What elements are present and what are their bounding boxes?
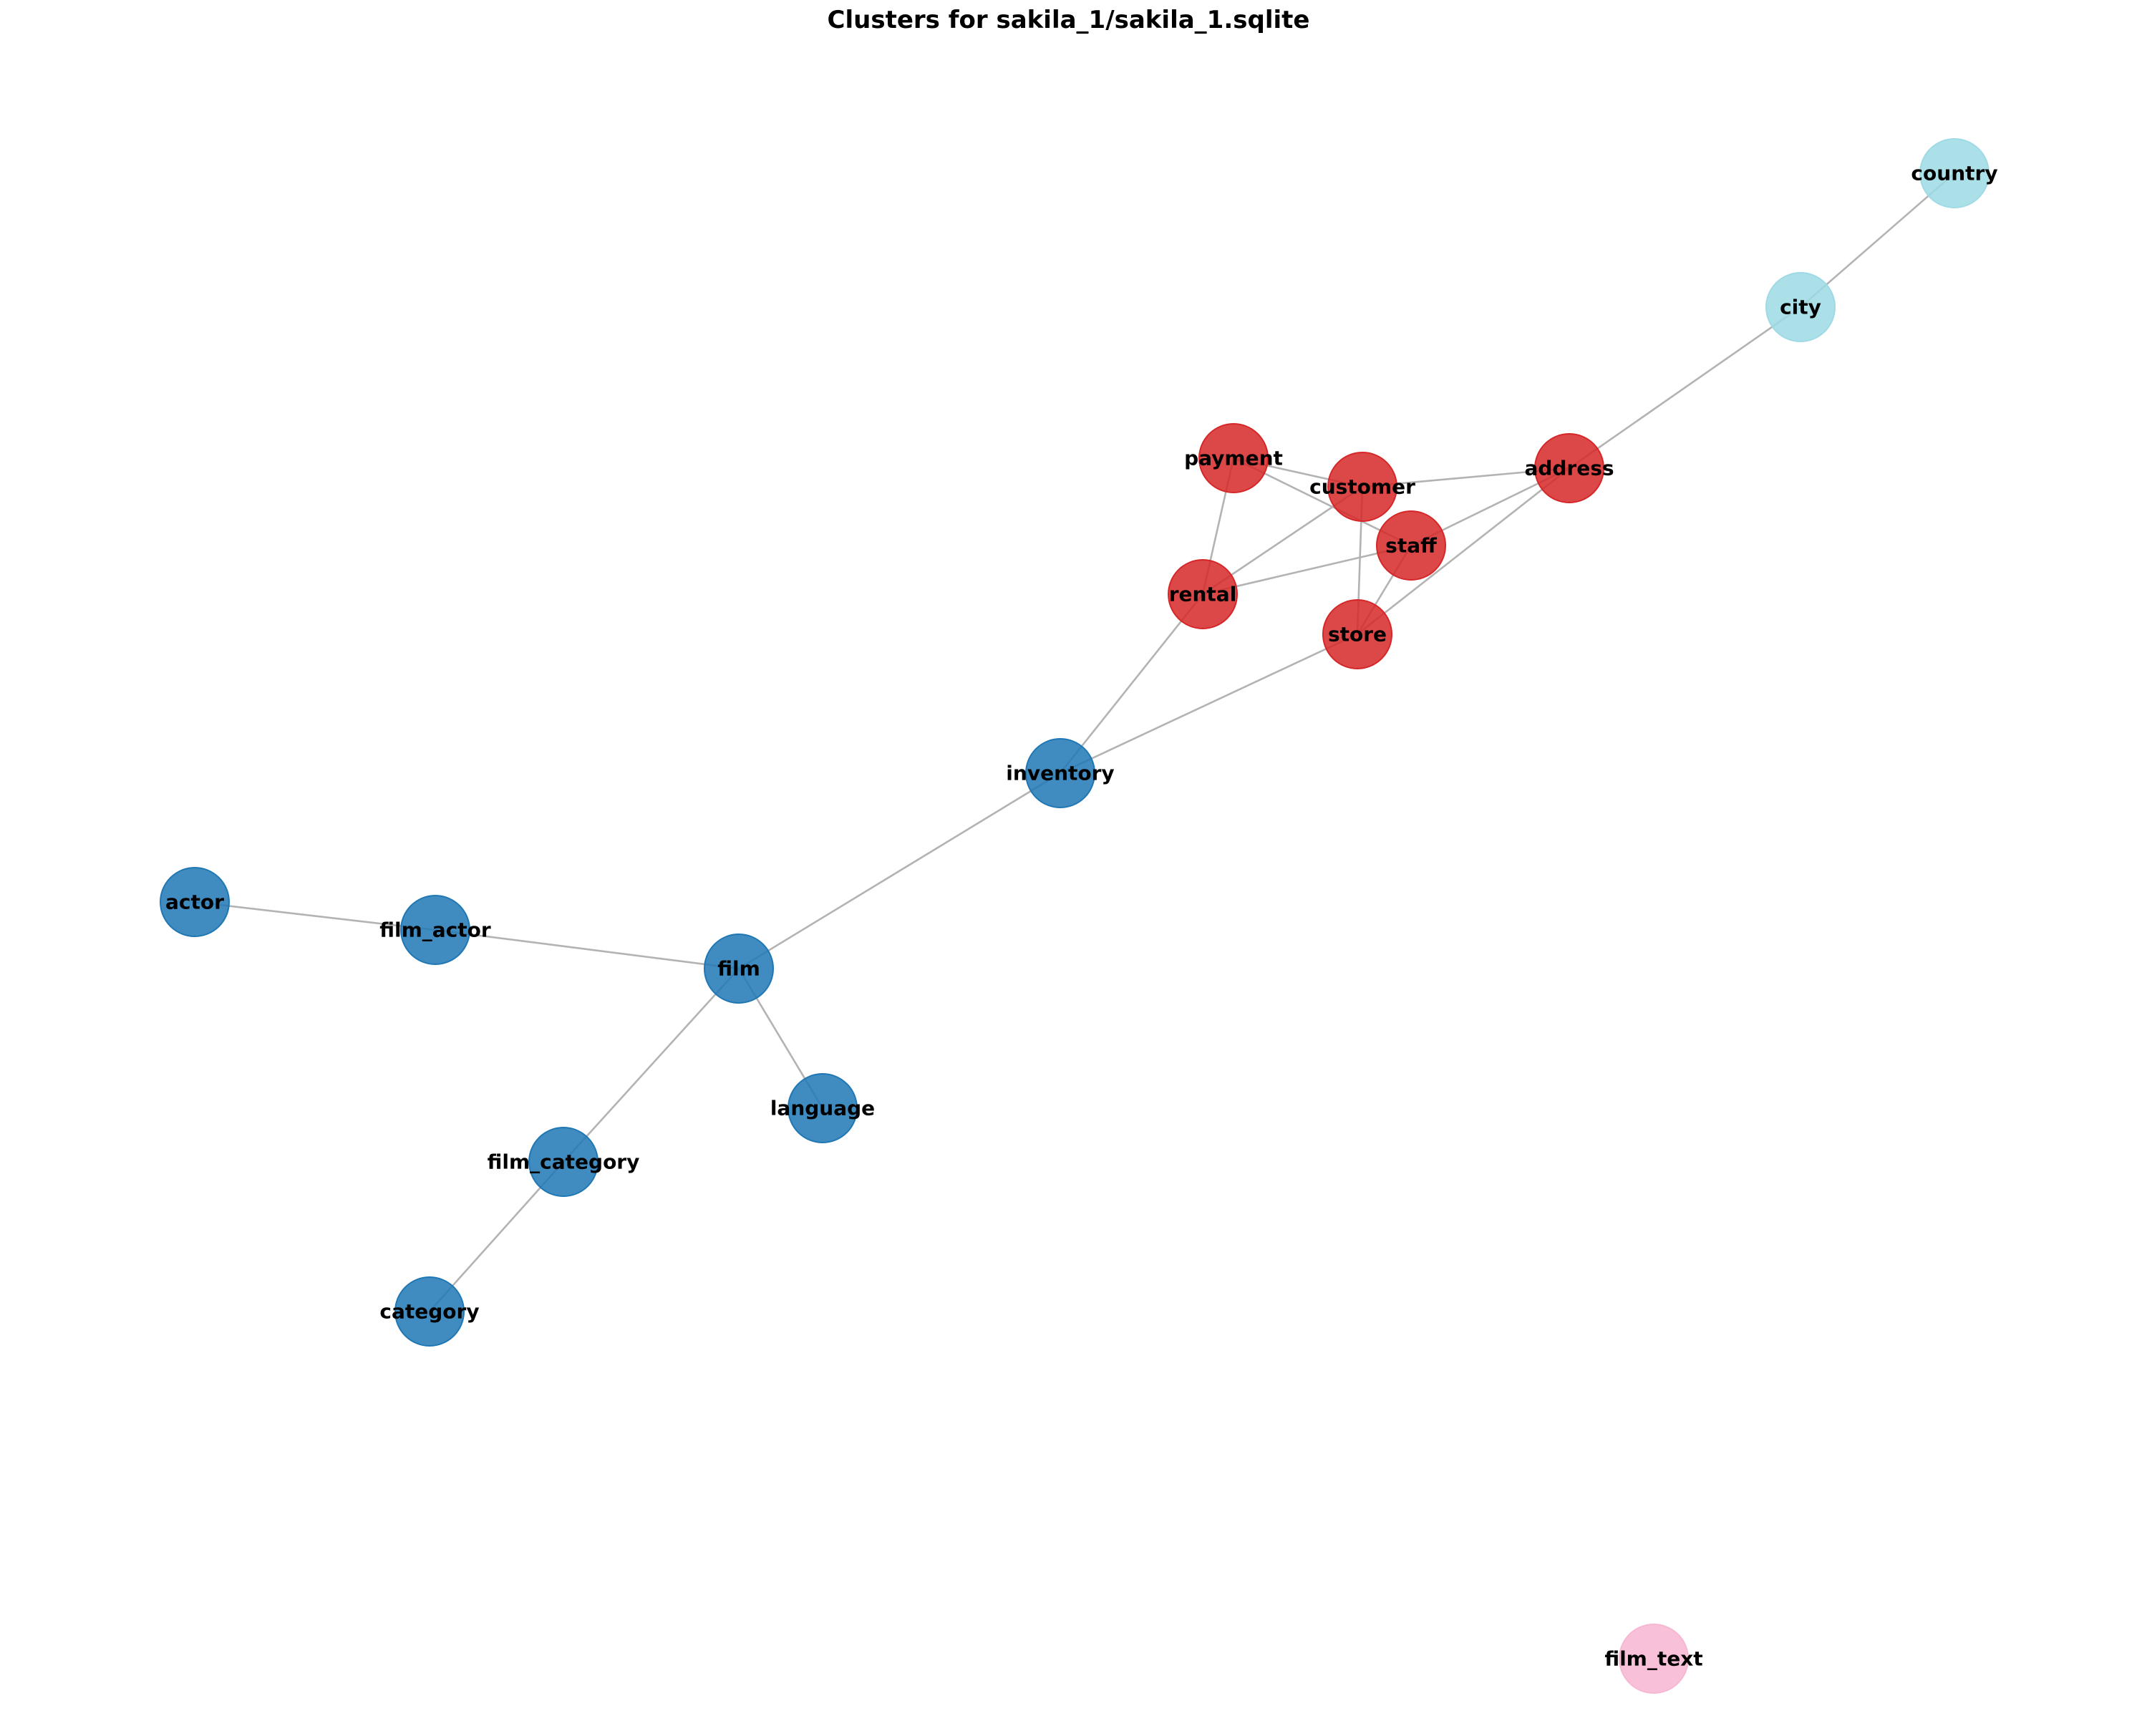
node-customer: customer [1309,452,1415,522]
edge-film-film_category [563,968,740,1163]
node-circle-film_text [1619,1624,1689,1694]
node-film_actor: film_actor [379,895,491,965]
node-label-film_text: film_text [1604,1647,1702,1671]
node-circle-language [788,1073,858,1143]
node-label-category: category [379,1300,479,1324]
node-label-actor: actor [165,891,224,914]
edge-city-address [1569,306,1801,470]
node-label-payment: payment [1184,447,1283,470]
node-inventory: inventory [1006,738,1115,808]
node-store: store [1322,599,1392,669]
node-label-address: address [1524,457,1614,480]
node-circle-payment [1198,423,1269,493]
edge-inventory-film [738,772,1061,970]
edge-actor-film_actor [194,901,436,931]
node-label-customer: customer [1309,475,1415,499]
node-circle-film_category [528,1127,599,1197]
node-actor: actor [160,867,230,937]
node-film_text: film_text [1604,1624,1703,1694]
node-label-language: language [770,1097,875,1120]
node-label-film: film [717,957,760,981]
node-label-country: country [1911,162,1997,185]
node-circle-category [394,1276,465,1347]
node-label-inventory: inventory [1006,762,1114,785]
edge-rental-inventory [1059,593,1204,774]
node-city: city [1765,272,1836,342]
node-circle-customer [1327,452,1397,522]
page-title: Clusters for sakila_1/sakila_1.sqlite [827,6,1310,34]
node-label-city: city [1780,296,1821,319]
edge-address-store [1357,467,1570,636]
node-label-film_actor: film_actor [379,918,491,942]
node-film_category: film_category [488,1127,640,1197]
node-circle-store [1322,599,1392,669]
node-circle-film [704,934,774,1004]
edge-store-inventory [1060,633,1358,775]
node-circle-rental [1168,559,1238,629]
node-label-rental: rental [1169,583,1237,606]
node-circle-country [1919,138,1990,208]
node-staff: staff [1376,510,1446,581]
node-address: address [1524,433,1614,503]
node-circle-film_actor [400,895,470,965]
node-payment: payment [1184,423,1283,493]
node-circle-actor [160,867,230,937]
node-circle-city [1765,272,1836,342]
node-label-staff: staff [1385,534,1437,558]
node-country: country [1911,138,1998,208]
node-rental: rental [1168,559,1238,629]
node-label-film_category: film_category [488,1150,640,1174]
node-language: language [770,1073,875,1143]
node-layer: country city payment customer address staff re… [160,138,1998,1694]
node-circle-inventory [1025,738,1095,808]
node-category: category [379,1276,480,1347]
node-circle-address [1534,433,1604,503]
edge-film_actor-film [435,928,740,970]
node-circle-staff [1376,510,1446,581]
node-film: film [704,934,774,1004]
edge-staff-rental [1202,544,1412,596]
node-label-store: store [1328,623,1387,646]
